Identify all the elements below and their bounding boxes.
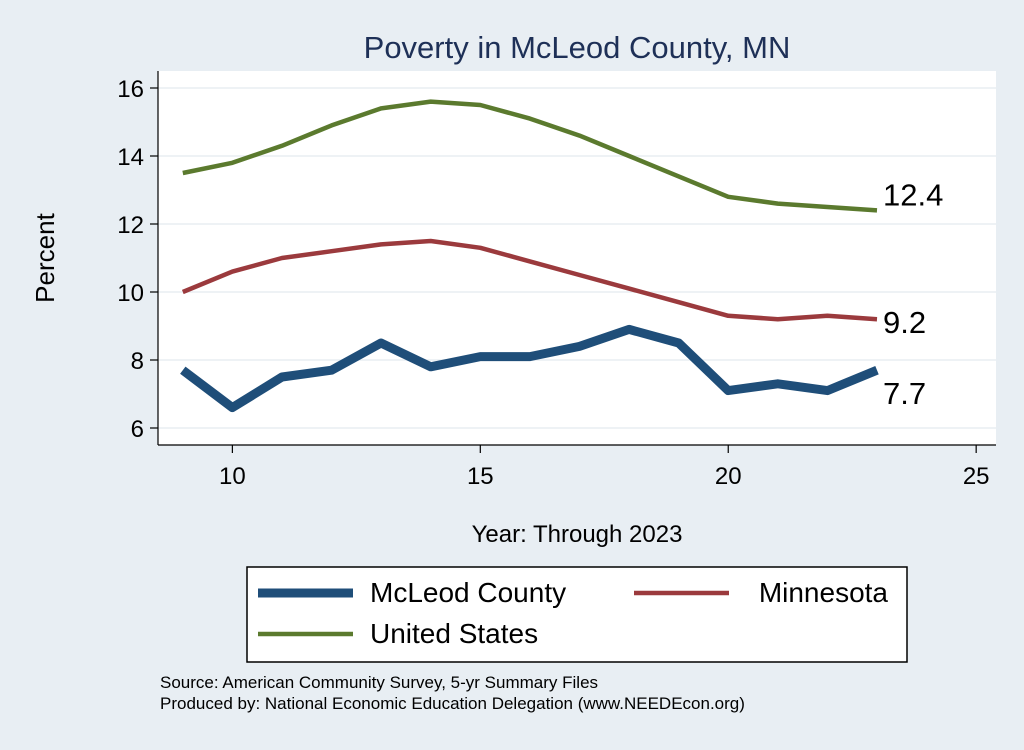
gridlines [158,87,996,429]
source-note: Source: American Community Survey, 5-yr … [160,673,598,692]
series-line-united-states [182,99,878,213]
end-label-minnesota: 9.2 [883,305,926,340]
end-labels: 7.7 9.2 12.4 [883,177,943,411]
x-axis-label: Year: Through 2023 [472,521,683,548]
y-tick-label: 16 [117,76,144,103]
producer-note: Produced by: National Economic Education… [160,694,745,713]
legend: McLeod County Minnesota United States [258,577,888,649]
y-axis-label: Percent [30,212,60,302]
x-tick-label: 25 [963,463,990,490]
axes: 6 8 10 12 14 16 10 15 20 25 [117,71,996,490]
series-lines [180,99,879,413]
x-tick-label: 15 [467,463,494,490]
y-tick-label: 12 [117,212,144,239]
legend-label-mcleod-county: McLeod County [370,577,566,608]
series-line-mcleod-county [180,324,879,413]
end-label-mcleod-county: 7.7 [883,376,926,411]
series-line-minnesota [181,238,878,322]
legend-box [246,566,908,663]
x-tick-label: 20 [715,463,742,490]
y-tick-label: 10 [117,280,144,307]
legend-label-minnesota: Minnesota [759,577,889,608]
y-tick-label: 6 [131,416,144,443]
end-label-united-states: 12.4 [883,177,943,212]
legend-label-united-states: United States [370,618,538,649]
y-tick-label: 8 [131,348,144,375]
chart-title: Poverty in McLeod County, MN [364,30,791,65]
y-tick-label: 14 [117,144,144,171]
x-tick-label: 10 [219,463,246,490]
